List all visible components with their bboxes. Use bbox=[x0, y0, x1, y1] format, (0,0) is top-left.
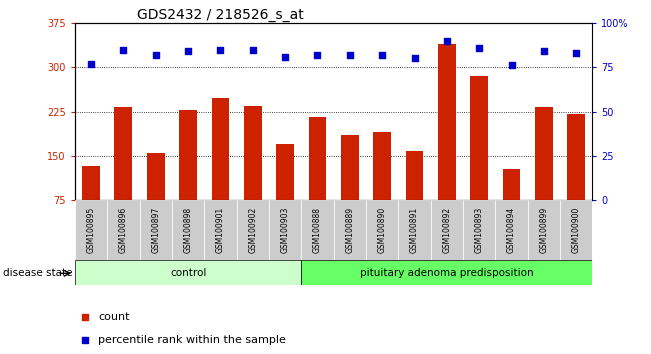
Point bbox=[150, 52, 161, 58]
Text: GSM100897: GSM100897 bbox=[151, 207, 160, 253]
Point bbox=[571, 50, 581, 56]
Bar bbox=[301, 260, 592, 285]
Point bbox=[409, 56, 420, 61]
Text: GSM100889: GSM100889 bbox=[345, 207, 354, 253]
Text: GSM100903: GSM100903 bbox=[281, 207, 290, 253]
Text: GSM100898: GSM100898 bbox=[184, 207, 193, 253]
Bar bbox=[535, 107, 553, 200]
Bar bbox=[470, 76, 488, 200]
Bar bbox=[139, 200, 172, 260]
Text: GSM100902: GSM100902 bbox=[248, 207, 257, 253]
Text: GSM100892: GSM100892 bbox=[442, 207, 451, 253]
Point bbox=[474, 45, 484, 51]
Bar bbox=[528, 200, 560, 260]
Bar bbox=[366, 200, 398, 260]
Bar bbox=[406, 151, 423, 200]
Bar bbox=[333, 200, 366, 260]
Bar bbox=[115, 107, 132, 200]
Bar bbox=[204, 200, 236, 260]
Point bbox=[422, 49, 433, 55]
Bar bbox=[75, 200, 107, 260]
Point bbox=[344, 52, 355, 58]
Bar bbox=[495, 200, 528, 260]
Bar bbox=[172, 200, 204, 260]
Point bbox=[312, 52, 323, 58]
Bar bbox=[179, 110, 197, 200]
Bar bbox=[107, 200, 139, 260]
Point bbox=[247, 47, 258, 52]
Text: GSM100893: GSM100893 bbox=[475, 207, 484, 253]
Bar bbox=[236, 200, 269, 260]
Text: GSM100895: GSM100895 bbox=[87, 207, 96, 253]
Bar bbox=[463, 200, 495, 260]
Bar bbox=[431, 200, 463, 260]
Point bbox=[506, 63, 517, 68]
Text: GSM100888: GSM100888 bbox=[313, 207, 322, 253]
Bar bbox=[301, 200, 333, 260]
Text: GSM100901: GSM100901 bbox=[216, 207, 225, 253]
Text: disease state: disease state bbox=[3, 268, 73, 278]
Point bbox=[538, 48, 549, 54]
Bar bbox=[276, 144, 294, 200]
Point bbox=[377, 52, 387, 58]
Bar bbox=[560, 200, 592, 260]
Text: percentile rank within the sample: percentile rank within the sample bbox=[98, 335, 286, 345]
Text: GSM100899: GSM100899 bbox=[540, 207, 548, 253]
Text: GSM100890: GSM100890 bbox=[378, 207, 387, 253]
Text: control: control bbox=[170, 268, 206, 278]
Text: GSM100891: GSM100891 bbox=[410, 207, 419, 253]
Bar bbox=[75, 260, 301, 285]
Text: count: count bbox=[98, 312, 130, 322]
Text: pituitary adenoma predisposition: pituitary adenoma predisposition bbox=[360, 268, 534, 278]
Text: GSM100900: GSM100900 bbox=[572, 207, 581, 253]
Bar bbox=[147, 153, 165, 200]
Bar bbox=[341, 135, 359, 200]
Text: GSM100894: GSM100894 bbox=[507, 207, 516, 253]
Bar bbox=[398, 200, 431, 260]
Bar bbox=[309, 118, 326, 200]
Bar bbox=[503, 169, 520, 200]
Point bbox=[86, 61, 96, 67]
Bar bbox=[269, 200, 301, 260]
Point bbox=[422, 258, 433, 264]
Point bbox=[441, 38, 452, 44]
Bar bbox=[567, 114, 585, 200]
Bar bbox=[212, 98, 229, 200]
Point bbox=[215, 47, 226, 52]
Bar bbox=[373, 132, 391, 200]
Bar bbox=[438, 44, 456, 200]
Bar bbox=[244, 105, 262, 200]
Bar bbox=[82, 166, 100, 200]
Point bbox=[280, 54, 290, 59]
Point bbox=[118, 47, 129, 52]
Text: GSM100896: GSM100896 bbox=[119, 207, 128, 253]
Point bbox=[183, 48, 193, 54]
Text: GDS2432 / 218526_s_at: GDS2432 / 218526_s_at bbox=[137, 8, 304, 22]
